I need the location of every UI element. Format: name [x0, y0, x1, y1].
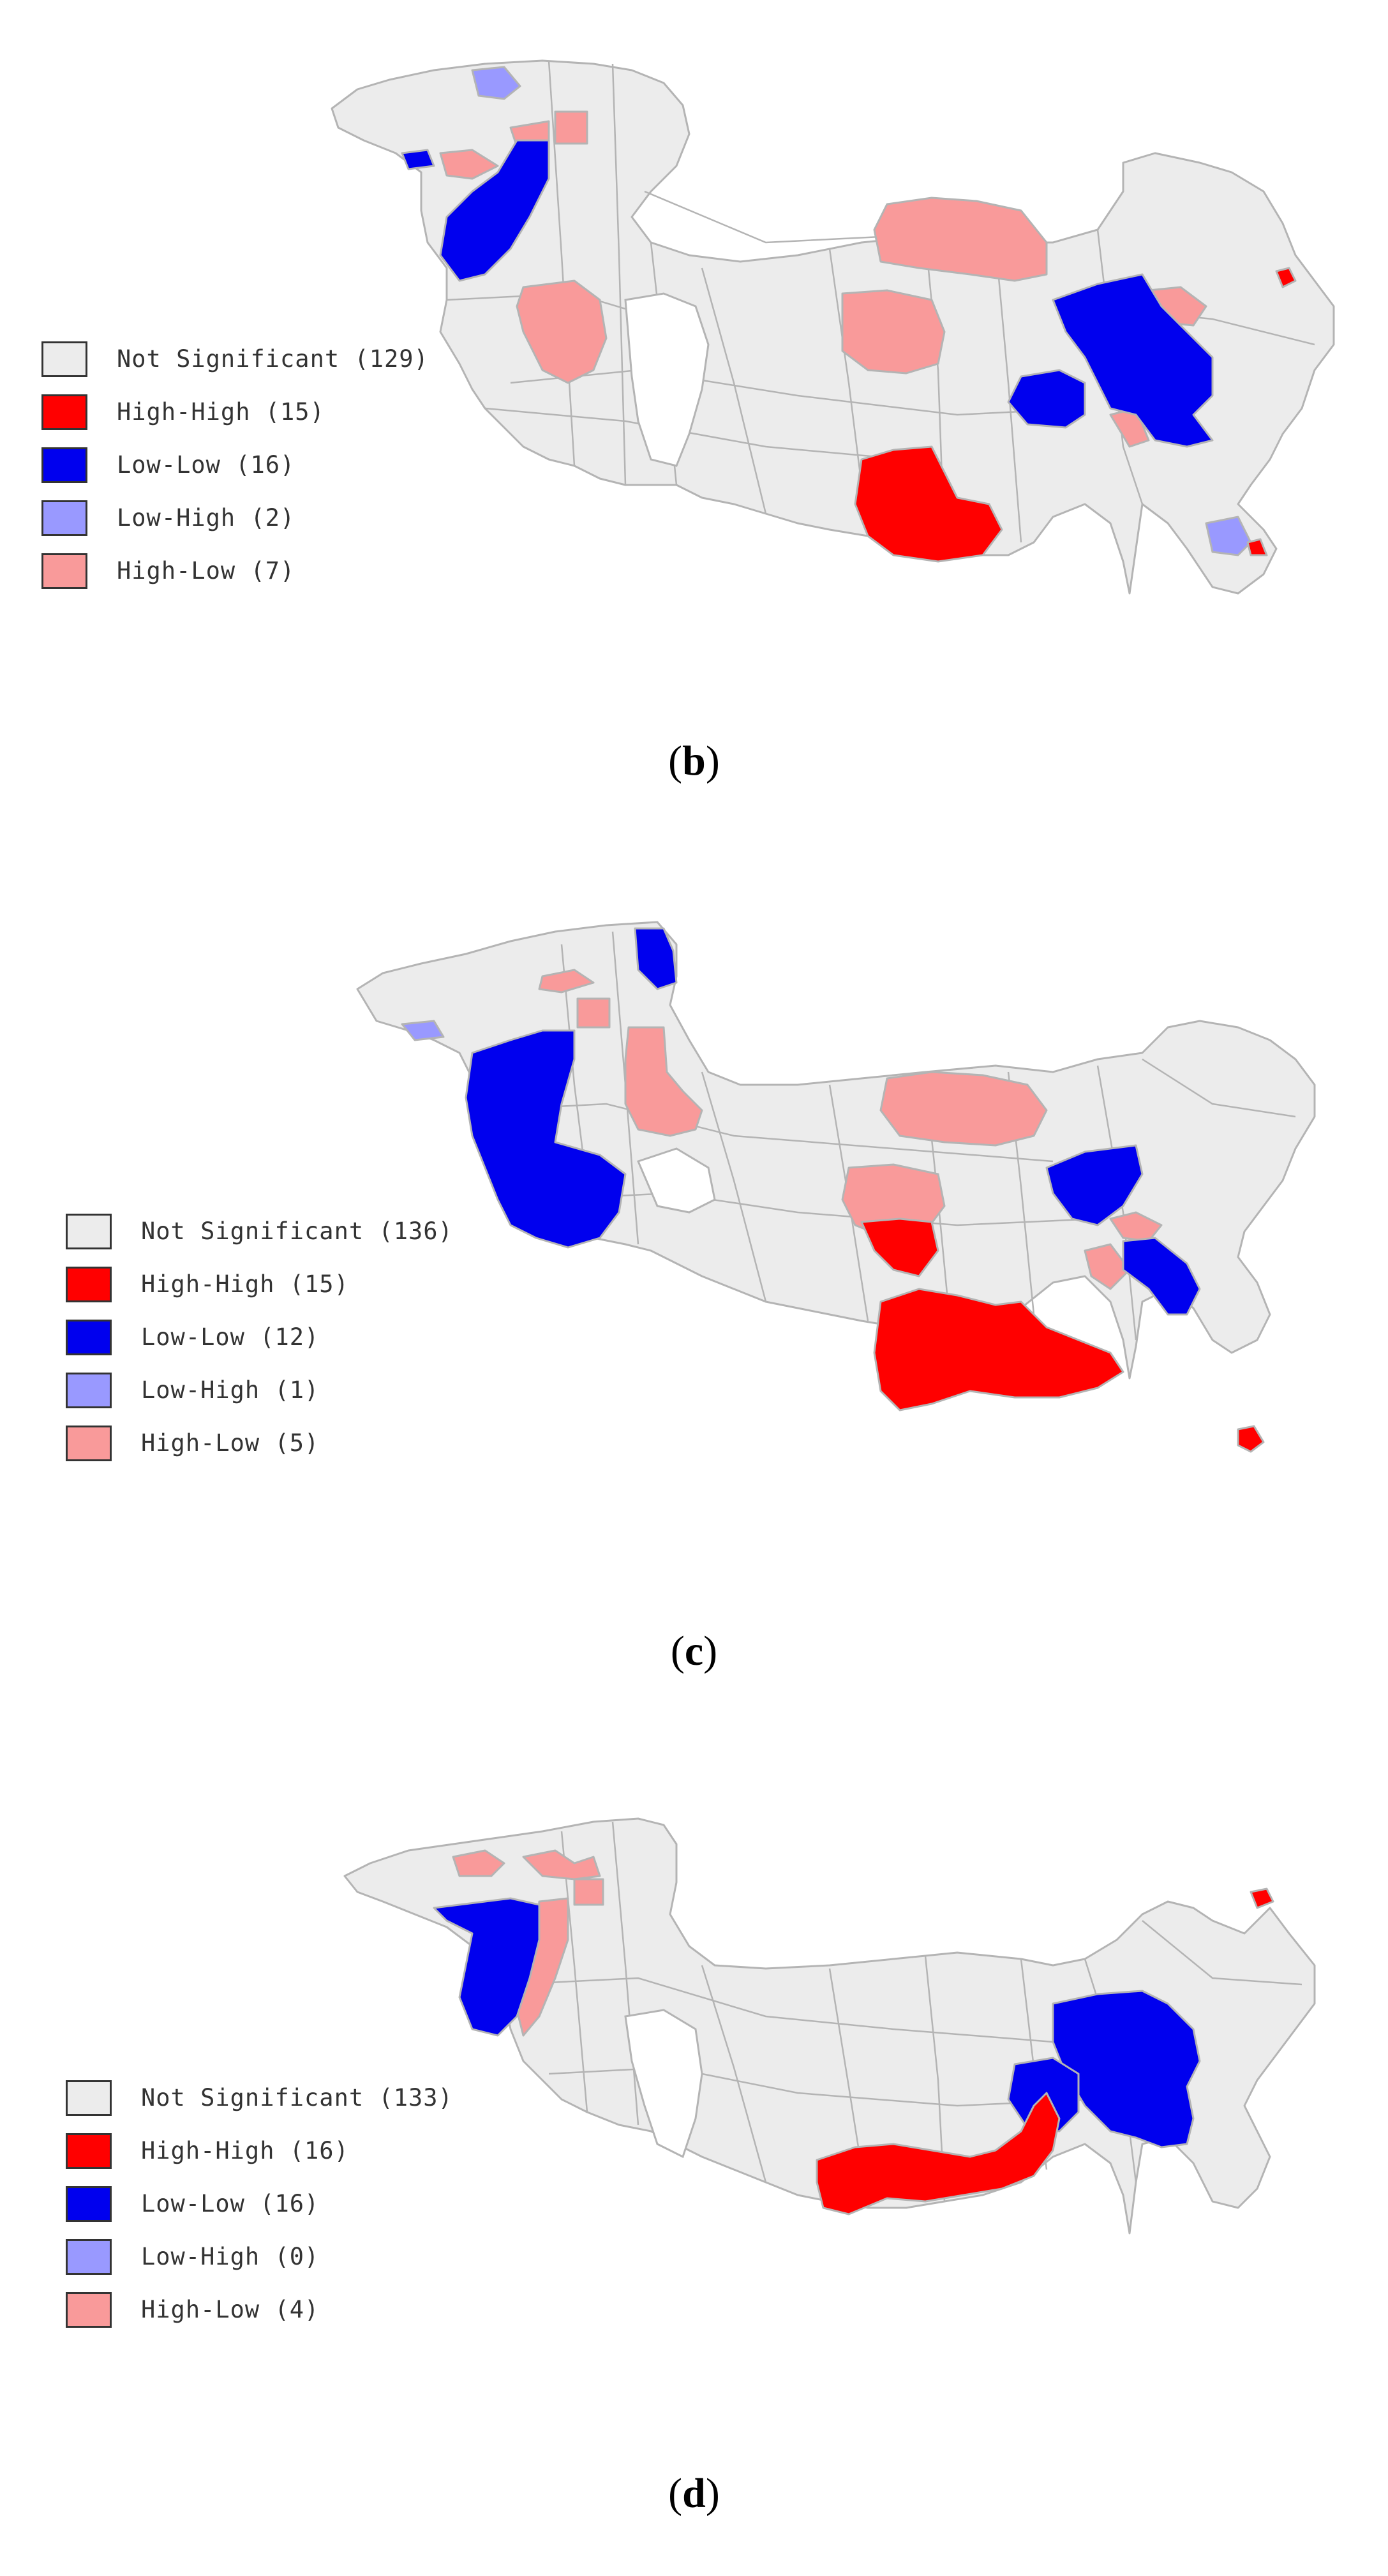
map-no-data-area — [624, 2009, 703, 2159]
legend-b: Not Significant (129) High-High (15) Low… — [41, 341, 488, 609]
legend-label: Low-High (1) — [141, 1376, 320, 1404]
legend-swatch — [66, 1267, 112, 1302]
low-low-region — [401, 149, 435, 170]
high-low-region — [554, 110, 588, 145]
high-low-region — [624, 1026, 703, 1137]
legend-label: Low-High (0) — [141, 2243, 320, 2270]
legend-label: Not Significant (129) — [117, 345, 429, 373]
high-low-region — [1109, 1211, 1163, 1242]
high-low-region — [538, 969, 595, 994]
high-high-region — [1275, 267, 1297, 288]
legend-label: Low-Low (12) — [141, 1323, 320, 1351]
legend-swatch — [66, 2133, 112, 2169]
high-high-region — [860, 1217, 939, 1277]
panel-caption-b: (b) — [668, 738, 720, 784]
map-panel-d: Not Significant (133) High-High (16) Low… — [0, 1774, 1388, 2576]
legend-swatch — [41, 553, 87, 589]
legend-swatch — [41, 447, 87, 483]
high-high-region — [854, 445, 1003, 563]
legend-swatch — [41, 341, 87, 377]
legend-label: Low-Low (16) — [141, 2190, 320, 2217]
legend-swatch — [66, 2292, 112, 2328]
legend-label: High-Low (5) — [141, 1429, 320, 1457]
low-low-region — [433, 1897, 541, 2037]
low-high-region — [401, 1020, 445, 1041]
legend-label: High-High (16) — [141, 2137, 349, 2164]
low-low-region — [465, 1029, 627, 1249]
legend-d: Not Significant (133) High-High (16) Low… — [66, 2080, 512, 2348]
high-low-region — [873, 197, 1048, 282]
legend-label: High-High (15) — [117, 398, 325, 426]
low-low-region — [1052, 273, 1214, 448]
cluster-map-b — [331, 59, 1335, 595]
legend-swatch — [41, 394, 87, 430]
map-no-data-area — [624, 292, 710, 467]
legend-swatch — [66, 2186, 112, 2222]
low-low-region — [1122, 1237, 1201, 1316]
low-low-region — [1045, 1144, 1144, 1226]
legend-label: High-High (15) — [141, 1270, 349, 1298]
high-high-region — [873, 1288, 1124, 1411]
caption-letter: b — [682, 738, 706, 784]
legend-label: Low-High (2) — [117, 504, 295, 532]
high-low-region — [516, 279, 608, 384]
high-high-region — [1246, 538, 1268, 556]
legend-label: Not Significant (133) — [141, 2084, 453, 2111]
low-low-region — [1007, 369, 1086, 429]
high-low-region — [452, 1849, 505, 1877]
legend-swatch — [66, 1426, 112, 1461]
legend-label: High-Low (7) — [117, 557, 295, 584]
legend-swatch — [66, 1214, 112, 1249]
high-low-region — [576, 997, 611, 1029]
legend-swatch — [66, 1320, 112, 1355]
low-low-region — [439, 139, 550, 282]
legend-label: High-Low (4) — [141, 2296, 320, 2323]
high-low-region — [879, 1071, 1048, 1147]
high-high-region — [816, 2092, 1061, 2215]
low-high-region — [1205, 516, 1252, 556]
low-low-region — [1007, 2057, 1080, 2133]
high-low-region — [841, 289, 946, 375]
high-low-region — [573, 1878, 604, 1906]
map-panel-c: Not Significant (136) High-High (15) Low… — [0, 893, 1388, 1716]
legend-label: Low-Low (16) — [117, 451, 295, 479]
high-high-region — [1250, 1887, 1274, 1909]
panel-caption-d: (d) — [668, 2470, 720, 2517]
legend-swatch — [66, 1373, 112, 1408]
caption-letter: c — [684, 1628, 704, 1674]
legend-c: Not Significant (136) High-High (15) Low… — [66, 1214, 512, 1482]
cluster-map-d — [343, 1817, 1316, 2235]
map-base-region — [343, 1817, 1316, 2235]
map-base-region — [331, 59, 1335, 595]
legend-swatch — [41, 500, 87, 536]
legend-label: Not Significant (136) — [141, 1217, 453, 1245]
low-low-region — [634, 927, 678, 990]
low-high-region — [471, 66, 521, 100]
high-low-region — [1084, 1243, 1131, 1290]
high-low-region — [522, 1849, 601, 1880]
panel-caption-c: (c) — [670, 1628, 718, 1674]
map-no-data-area — [636, 1147, 716, 1214]
high-low-region — [439, 149, 499, 180]
high-high-region — [1237, 1425, 1265, 1453]
legend-swatch — [66, 2239, 112, 2275]
cluster-map-c — [356, 921, 1316, 1453]
caption-letter: d — [682, 2470, 706, 2517]
map-panel-b: Not Significant (129) High-High (15) Low… — [0, 0, 1388, 823]
legend-swatch — [66, 2080, 112, 2116]
